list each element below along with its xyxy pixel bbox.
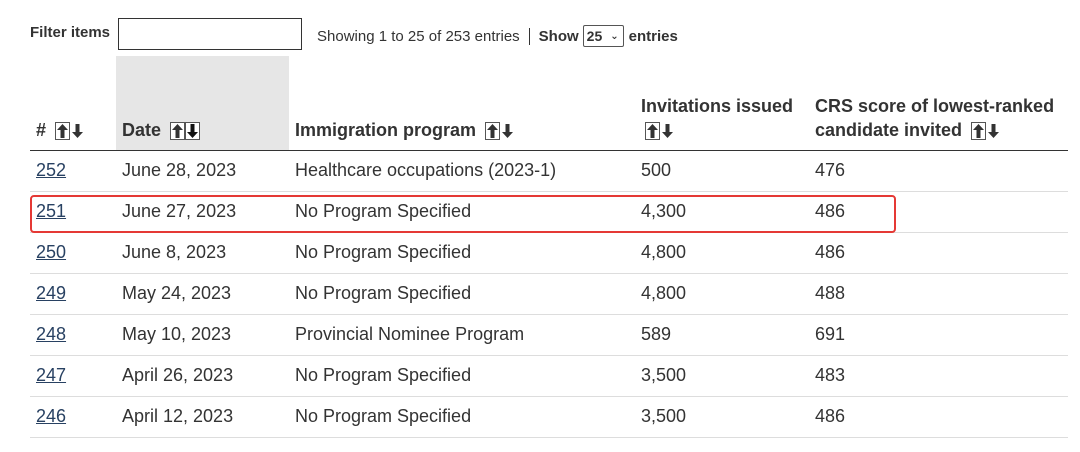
sort-controls: [485, 121, 515, 140]
page-length-value: 25: [586, 28, 603, 44]
sort-controls: [170, 121, 201, 140]
table-info-text: Showing 1 to 25 of 253 entries: [317, 27, 520, 45]
round-link[interactable]: 252: [36, 160, 67, 180]
table-row: 247 April 26, 2023 No Program Specified …: [30, 355, 1068, 397]
filter-label: Filter items: [30, 23, 111, 41]
column-header-label: CRS score of lowest-ranked candidate inv…: [815, 95, 1055, 140]
cell-date: June 27, 2023: [116, 191, 289, 233]
cell-date: June 28, 2023: [116, 150, 289, 192]
cell-crs: 488: [809, 273, 1068, 315]
cell-invitations: 589: [635, 314, 809, 356]
show-label: Show: [538, 27, 579, 45]
round-link[interactable]: 251: [36, 201, 67, 221]
column-header-label: Date: [122, 119, 162, 140]
cell-number: 252: [30, 150, 116, 192]
cell-invitations: 3,500: [635, 355, 809, 397]
sort-controls: [645, 121, 675, 140]
cell-program: No Program Specified: [289, 191, 635, 233]
round-link[interactable]: 250: [36, 242, 67, 262]
column-header-label: Invitations issued: [641, 95, 794, 116]
sort-descending-icon[interactable]: [660, 122, 675, 140]
cell-number: 248: [30, 314, 116, 356]
filter-input[interactable]: [118, 18, 303, 50]
table-row: 252 June 28, 2023 Healthcare occupations…: [30, 150, 1068, 192]
cell-number: 247: [30, 355, 116, 397]
cell-program: Provincial Nominee Program: [289, 314, 635, 356]
table-row: 246 April 12, 2023 No Program Specified …: [30, 396, 1068, 438]
cell-invitations: 4,800: [635, 273, 809, 315]
sort-descending-icon[interactable]: [986, 122, 1001, 140]
cell-crs: 486: [809, 232, 1068, 274]
sort-ascending-icon[interactable]: [170, 121, 186, 140]
cell-invitations: 4,300: [635, 191, 809, 233]
table-row: 250 June 8, 2023 No Program Specified 4,…: [30, 232, 1068, 274]
cell-crs: 486: [809, 396, 1068, 438]
cell-date: April 26, 2023: [116, 355, 289, 397]
sort-descending-icon[interactable]: [70, 122, 85, 140]
round-link[interactable]: 246: [36, 406, 67, 426]
header-row: # Date: [30, 56, 1068, 151]
data-table: # Date: [30, 56, 1068, 438]
cell-invitations: 4,800: [635, 232, 809, 274]
cell-crs: 483: [809, 355, 1068, 397]
round-link[interactable]: 248: [36, 324, 67, 344]
sort-controls: [971, 121, 1001, 140]
sort-ascending-icon[interactable]: [55, 121, 71, 140]
page-length-select[interactable]: 25 ⌄: [582, 25, 624, 47]
separator: [528, 27, 530, 45]
table-row: 249 May 24, 2023 No Program Specified 4,…: [30, 273, 1068, 315]
cell-crs: 476: [809, 150, 1068, 192]
cell-number: 246: [30, 396, 116, 438]
column-header-number[interactable]: #: [30, 56, 116, 151]
table-row: 248 May 10, 2023 Provincial Nominee Prog…: [30, 314, 1068, 356]
round-link[interactable]: 247: [36, 365, 67, 385]
column-header-label: #: [36, 119, 47, 140]
table-controls: Filter items Showing 1 to 25 of 253 entr…: [30, 16, 678, 52]
column-header-invitations[interactable]: Invitations issued: [635, 56, 809, 151]
round-link[interactable]: 249: [36, 283, 67, 303]
column-header-crs[interactable]: CRS score of lowest-ranked candidate inv…: [809, 56, 1068, 151]
cell-date: June 8, 2023: [116, 232, 289, 274]
cell-program: No Program Specified: [289, 273, 635, 315]
cell-program: No Program Specified: [289, 232, 635, 274]
cell-invitations: 500: [635, 150, 809, 192]
column-header-date[interactable]: Date: [116, 56, 289, 151]
cell-invitations: 3,500: [635, 396, 809, 438]
sort-ascending-icon[interactable]: [971, 121, 987, 140]
sort-ascending-icon[interactable]: [485, 121, 501, 140]
cell-crs: 691: [809, 314, 1068, 356]
sort-controls: [55, 121, 85, 140]
sort-ascending-icon[interactable]: [645, 121, 660, 140]
sort-descending-icon[interactable]: [500, 122, 515, 140]
cell-crs: 486: [809, 191, 1068, 233]
cell-date: May 10, 2023: [116, 314, 289, 356]
cell-program: No Program Specified: [289, 396, 635, 438]
cell-number: 249: [30, 273, 116, 315]
column-header-program[interactable]: Immigration program: [289, 56, 635, 151]
entries-label: entries: [628, 27, 678, 45]
cell-number: 251: [30, 191, 116, 233]
table-row: 251 June 27, 2023 No Program Specified 4…: [30, 191, 1068, 233]
cell-date: April 12, 2023: [116, 396, 289, 438]
chevron-down-icon: ⌄: [610, 30, 619, 42]
cell-number: 250: [30, 232, 116, 274]
cell-date: May 24, 2023: [116, 273, 289, 315]
cell-program: Healthcare occupations (2023-1): [289, 150, 635, 192]
cell-program: No Program Specified: [289, 355, 635, 397]
column-header-label: Immigration program: [295, 119, 477, 140]
sort-descending-icon-active[interactable]: [185, 121, 201, 140]
